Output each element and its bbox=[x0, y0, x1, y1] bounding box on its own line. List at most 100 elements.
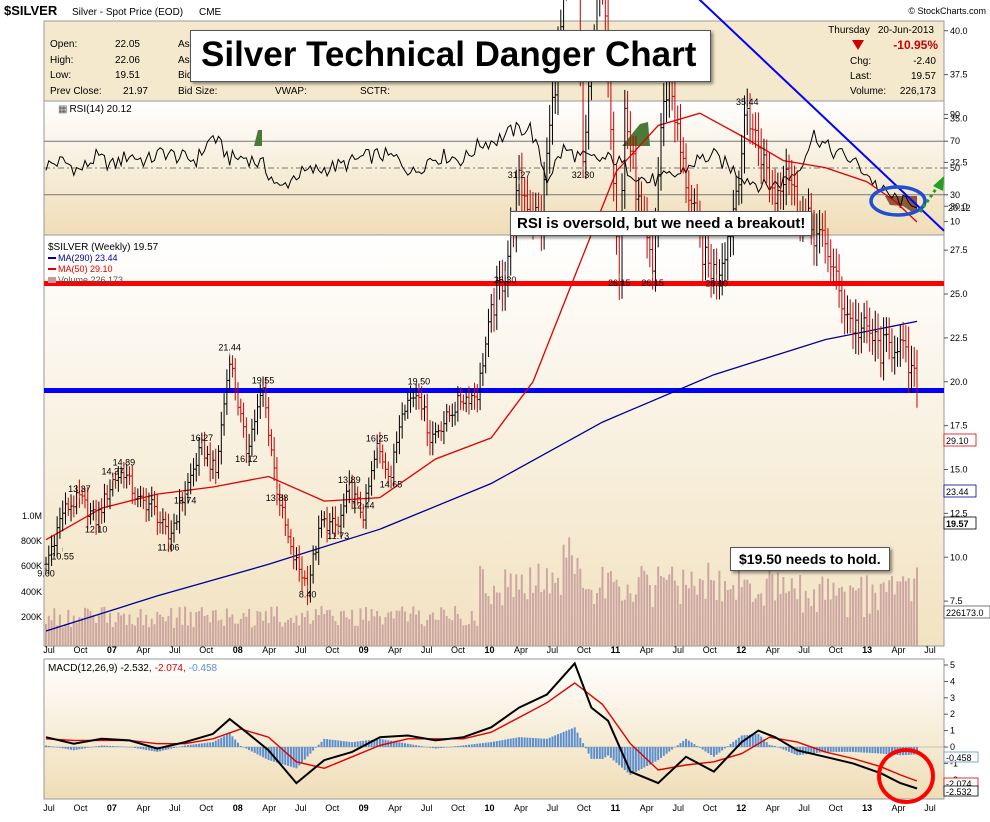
x-tick-label: Jul bbox=[547, 803, 559, 813]
x-tick-label: Apr bbox=[136, 803, 150, 813]
macd-histogram-bar bbox=[398, 742, 401, 747]
macd-histogram-bar bbox=[762, 739, 765, 747]
macd-histogram-bar bbox=[568, 729, 571, 747]
legend-volume: Volume 226,173 bbox=[58, 275, 123, 285]
macd-tick-label: 3 bbox=[950, 693, 955, 703]
symbol: $SILVER bbox=[4, 3, 58, 18]
x-tick-label: Apr bbox=[514, 803, 528, 813]
macd-histogram-bar bbox=[813, 747, 815, 754]
volume-bar bbox=[643, 570, 646, 646]
macd-histogram-bar bbox=[292, 747, 295, 768]
volume-bar bbox=[476, 625, 479, 646]
x-tick-label: Oct bbox=[451, 645, 466, 655]
macd-histogram-bar bbox=[214, 740, 217, 747]
chg-value: -2.40 bbox=[913, 56, 936, 67]
macd-legend: MACD(12,26,9) -2.532, -2.074, -0.458 bbox=[48, 663, 218, 674]
high-label: High: bbox=[50, 55, 73, 66]
macd-panel bbox=[43, 658, 945, 800]
macd-histogram-bar bbox=[498, 740, 501, 747]
macd-histogram-bar bbox=[495, 741, 498, 747]
macd-histogram-bar bbox=[788, 747, 790, 752]
price-data-label: 16.25 bbox=[366, 434, 389, 444]
volume-bar bbox=[579, 568, 582, 646]
macd-tick-label: 5 bbox=[950, 660, 955, 670]
volume-bar bbox=[225, 608, 228, 646]
volume-bar bbox=[136, 617, 139, 646]
macd-histogram-bar bbox=[253, 747, 256, 753]
rsi-overbought-fill bbox=[254, 130, 262, 146]
macd-histogram-bar bbox=[359, 741, 362, 747]
volume-bar bbox=[910, 601, 913, 646]
volume-bar bbox=[72, 615, 75, 646]
x-tick-label: Apr bbox=[388, 645, 402, 655]
x-tick-label: Jul bbox=[43, 645, 55, 655]
price-tick-label: 10.0 bbox=[950, 552, 968, 562]
macd-histogram-bar bbox=[540, 738, 543, 747]
macd-histogram-bar bbox=[348, 741, 351, 747]
macd-histogram-bar bbox=[660, 747, 662, 758]
volume-bar bbox=[292, 622, 295, 646]
macd-histogram-bar bbox=[832, 747, 835, 752]
macd-histogram-bar bbox=[381, 739, 384, 747]
macd-circle-shape bbox=[877, 748, 935, 804]
volume-bar bbox=[593, 604, 596, 646]
macd-histogram-bar bbox=[732, 741, 735, 747]
volume-bar bbox=[223, 625, 226, 646]
volume-bar bbox=[651, 607, 654, 646]
macd-histogram-bar bbox=[587, 747, 590, 754]
volume-bar bbox=[685, 584, 687, 646]
volume-bar bbox=[200, 607, 203, 646]
x-tick-label: Oct bbox=[451, 803, 466, 813]
macd-histogram-bar bbox=[626, 747, 629, 773]
volume-bar bbox=[417, 610, 420, 646]
macd-histogram-bar bbox=[326, 739, 329, 747]
macd-histogram-bar bbox=[637, 747, 640, 771]
volume-bar bbox=[860, 576, 863, 646]
macd-histogram-bar bbox=[442, 747, 445, 748]
macd-histogram-bar bbox=[437, 747, 440, 749]
bid-label: Bid bbox=[178, 70, 192, 81]
macd-histogram-bar bbox=[829, 747, 832, 752]
macd-histogram-bar bbox=[392, 741, 395, 747]
trade-date: Thursday 20-Jun-2013 bbox=[828, 25, 934, 36]
volume-bar bbox=[662, 577, 665, 646]
volume-bar bbox=[493, 585, 495, 646]
macd-histogram-bar bbox=[406, 743, 409, 747]
volume-bar bbox=[509, 573, 512, 646]
x-tick-label: Jul bbox=[295, 803, 307, 813]
macd-histogram-bar bbox=[362, 740, 365, 747]
volume-bar bbox=[56, 625, 59, 646]
volume-bar bbox=[250, 627, 253, 646]
volume-bar bbox=[381, 624, 384, 646]
volume-bar bbox=[751, 601, 754, 646]
volume-bar bbox=[543, 589, 546, 646]
volume-bar bbox=[626, 584, 629, 646]
legend-ma290: MA(290) 23.44 bbox=[58, 253, 118, 263]
volume-bar bbox=[395, 610, 398, 646]
volume-bar bbox=[607, 572, 610, 646]
macd-histogram-bar bbox=[701, 747, 704, 750]
macd-histogram-bar bbox=[551, 736, 554, 747]
macd-histogram-bar bbox=[278, 747, 281, 764]
volume-bar bbox=[534, 585, 537, 646]
volume-bar bbox=[442, 609, 445, 646]
x-tick-label: Apr bbox=[514, 645, 528, 655]
macd-histogram-bar bbox=[181, 746, 184, 747]
x-tick-label: 07 bbox=[107, 803, 117, 813]
macd-histogram-bar bbox=[150, 747, 153, 751]
volume-bar bbox=[195, 612, 198, 646]
volume-bar bbox=[554, 582, 557, 646]
volume-bar bbox=[267, 623, 270, 646]
volume-bar bbox=[707, 562, 710, 646]
volume-bar bbox=[273, 616, 276, 646]
right-value-box bbox=[943, 433, 977, 447]
price-tick-label: 22.5 bbox=[950, 333, 968, 343]
down-triangle-icon bbox=[852, 40, 864, 50]
volume-bar bbox=[718, 570, 721, 646]
price-data-label: 35.44 bbox=[736, 97, 759, 107]
volume-bar bbox=[596, 593, 598, 646]
volume-bar bbox=[726, 590, 729, 646]
macd-histogram-bar bbox=[882, 747, 885, 754]
x-tick-label: Oct bbox=[199, 803, 214, 813]
volume-bar bbox=[306, 610, 309, 646]
